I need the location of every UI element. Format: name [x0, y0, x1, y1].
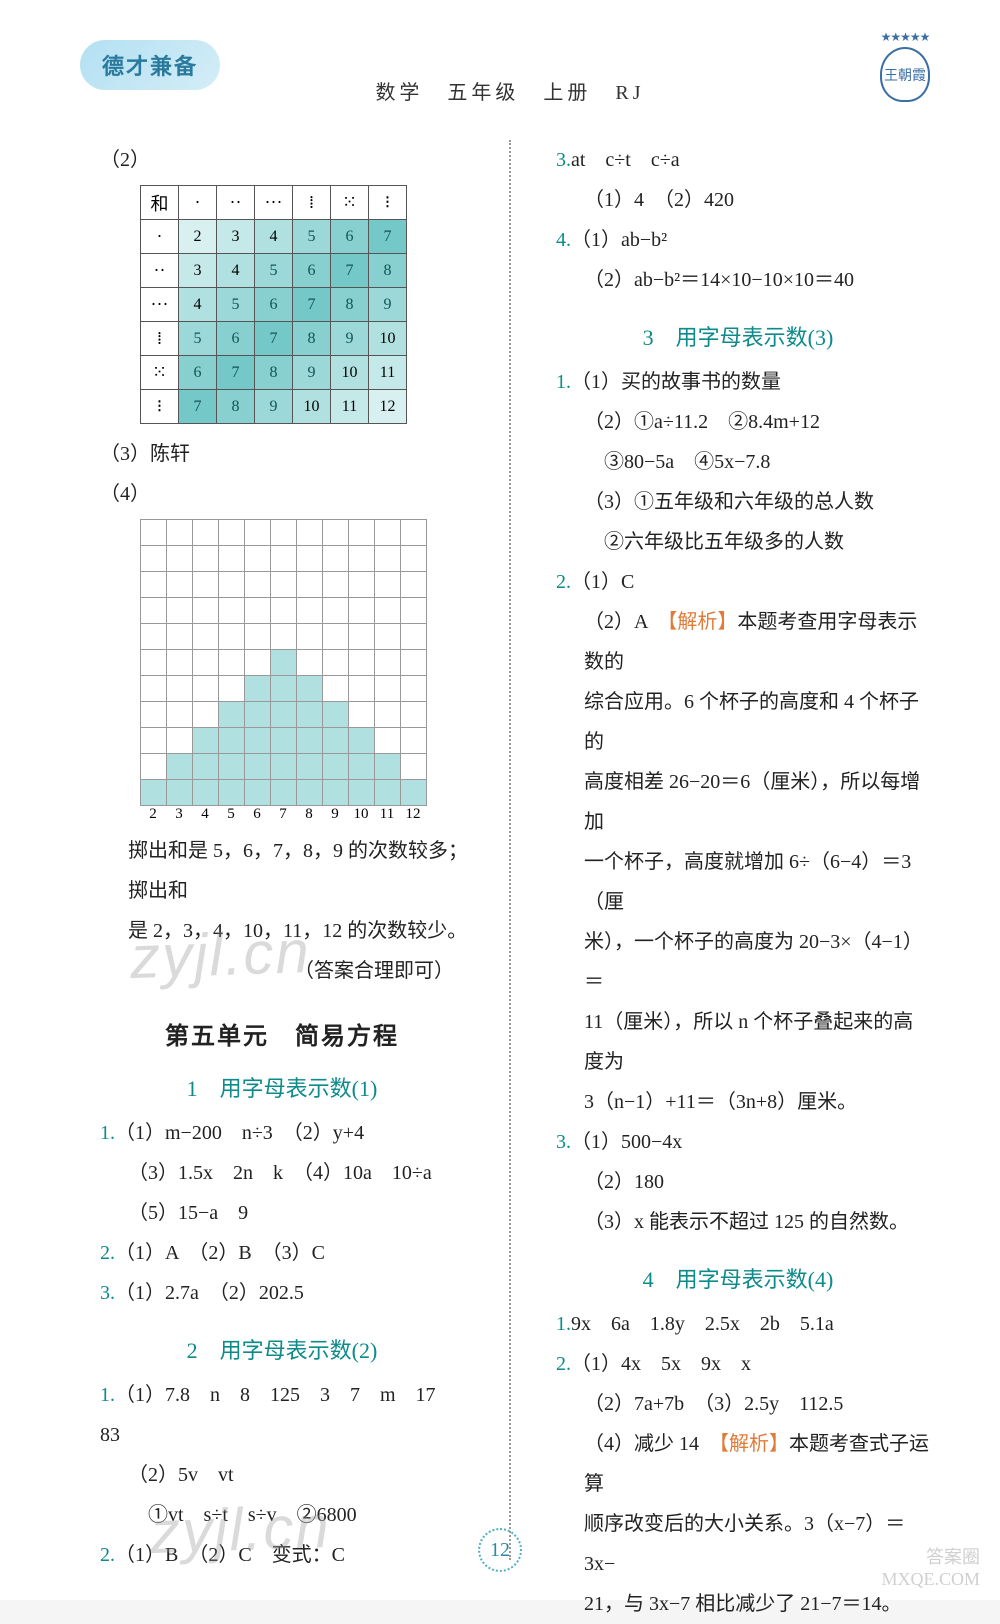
rn2b: 2.: [556, 1353, 571, 1375]
stars-icon: ★★★★★: [881, 30, 930, 45]
s1-q2-text: （1）A （2）B （3）C: [115, 1242, 325, 1264]
r26: 21，与 3x−7 相比减少了 21−7＝14。: [584, 1584, 930, 1624]
corner-l2: MXQE.COM: [881, 1568, 980, 1590]
r16: 11（厘米），所以 n 个杯子叠起来的高度为: [584, 1002, 930, 1082]
section-2-title: 2 用字母表示数(2): [90, 1333, 474, 1365]
rn4: 4.: [556, 229, 571, 251]
num-3: 3.: [100, 1282, 115, 1304]
rn1: 1.: [556, 371, 571, 393]
badge-right: ★★★★★ 王朝霞: [870, 30, 940, 110]
s1-q1-c: （5）15−a 9: [128, 1193, 474, 1233]
r17: 3（n−1）+11＝（3n+8）厘米。: [584, 1082, 930, 1122]
r21-text: 9x 6a 1.8y 2.5x 2b 5.1a: [571, 1313, 834, 1335]
histogram: 23456789101112: [140, 519, 474, 823]
column-divider: [509, 140, 511, 1560]
num-1b: 1.: [100, 1384, 115, 1406]
q2-label: （2）: [100, 140, 474, 180]
column-left: （2） 和······⁞⁙⁝·234567··345678···456789⁞5…: [90, 140, 474, 1560]
r22-text: （1）4x 5x 9x x: [571, 1353, 751, 1375]
s1-q2: 2.（1）A （2）B （3）C: [100, 1233, 474, 1273]
badge-left: 德才兼备: [80, 40, 220, 90]
s2-q1-text: （1）7.8 n 8 125 3 7 m 17 83: [100, 1384, 456, 1446]
r3-text: （1）ab−b²: [571, 229, 667, 251]
section-4-title: 4 用字母表示数(4): [546, 1262, 930, 1294]
header-title: 数学 五年级 上册 RJ: [375, 76, 644, 105]
r7: ③80−5a ④5x−7.8: [584, 442, 930, 482]
s4-q2: 2.（1）4x 5x 9x x: [556, 1344, 930, 1384]
page-number: 12: [475, 1525, 525, 1575]
corner-l1: 答案圈: [881, 1546, 980, 1568]
r5-text: （1）买的故事书的数量: [571, 371, 781, 393]
s1-q1-b: （3）1.5x 2n k （4）10a 10÷a: [128, 1153, 474, 1193]
s4-q1: 1.9x 6a 1.8y 2.5x 2b 5.1a: [556, 1304, 930, 1344]
s2-q2-text: （1）B （2）C 变式：C: [115, 1544, 345, 1566]
medal-icon: 王朝霞: [880, 47, 930, 102]
num-2: 2.: [100, 1242, 115, 1264]
r10-text: （1）C: [571, 571, 634, 593]
unit-5-title: 第五单元 简易方程: [90, 1016, 474, 1051]
page-header: 德才兼备 数学 五年级 上册 RJ ★★★★★ 王朝霞: [90, 60, 930, 120]
r15: 米），一个杯子的高度为 20−3×（4−1）＝: [584, 922, 930, 1002]
s3-q1: 1.（1）买的故事书的数量: [556, 362, 930, 402]
sum-table: 和······⁞⁙⁝·234567··345678···456789⁞56789…: [140, 185, 407, 424]
r12: 综合应用。6 个杯子的高度和 4 个杯子的: [584, 682, 930, 762]
q3-text: （3）陈轩: [100, 434, 474, 474]
r9: ②六年级比五年级多的人数: [584, 522, 930, 562]
num-1: 1.: [100, 1122, 115, 1144]
s2-q1: 1.（1）7.8 n 8 125 3 7 m 17 83: [100, 1375, 474, 1455]
s1-q1: 1.（1）m−200 n÷3 （2）y+4: [100, 1113, 474, 1153]
s3-q2: 2.（1）C: [556, 562, 930, 602]
analysis-label-2: 【解析】: [719, 1433, 789, 1455]
content-columns: （2） 和······⁞⁙⁝·234567··345678···456789⁞5…: [90, 140, 930, 1560]
s1-q3: 3.（1）2.7a （2）202.5: [100, 1273, 474, 1313]
note-reasonable: （答案合理即可）: [100, 951, 454, 991]
page-number-value: 12: [490, 1539, 510, 1562]
r23: （2）7a+7b （3）2.5y 112.5: [584, 1384, 930, 1424]
r24a: （4）减少 14: [584, 1433, 719, 1455]
rn1b: 1.: [556, 1313, 571, 1335]
r6: （2）①a÷11.2 ②8.4m+12: [584, 402, 930, 442]
s2-q1-c: ①vt s÷t s÷v ②6800: [128, 1495, 474, 1535]
rn2: 2.: [556, 571, 571, 593]
r18-text: （1）500−4x: [571, 1131, 682, 1153]
r19: （2）180: [584, 1162, 930, 1202]
s3-q3: 3.（1）500−4x: [556, 1122, 930, 1162]
s2-q2: 2.（1）B （2）C 变式：C: [100, 1535, 474, 1575]
section-3-title: 3 用字母表示数(3): [546, 320, 930, 352]
r-q3: 3.at c÷t c÷a: [556, 140, 930, 180]
r11a: （2）A: [584, 611, 667, 633]
corner-watermark: 答案圈 MXQE.COM: [881, 1546, 980, 1590]
s1-q3-text: （1）2.7a （2）202.5: [115, 1282, 304, 1304]
num-2b: 2.: [100, 1544, 115, 1566]
r14: 一个杯子，高度就增加 6÷（6−4）＝3（厘: [584, 842, 930, 922]
page: 德才兼备 数学 五年级 上册 RJ ★★★★★ 王朝霞 （2） 和······⁞…: [0, 0, 1000, 1600]
r2: （1）4 （2）420: [584, 180, 930, 220]
r13: 高度相差 26−20＝6（厘米），所以每增加: [584, 762, 930, 842]
r8: （3）①五年级和六年级的总人数: [584, 482, 930, 522]
r1-text: at c÷t c÷a: [571, 149, 680, 171]
r11: （2）A 【解析】本题考查用字母表示数的: [584, 602, 930, 682]
s2-q1-b: （2）5v vt: [128, 1455, 474, 1495]
rn3b: 3.: [556, 1131, 571, 1153]
section-1-title: 1 用字母表示数(1): [90, 1071, 474, 1103]
column-right: 3.at c÷t c÷a （1）4 （2）420 4.（1）ab−b² （2）a…: [546, 140, 930, 1560]
histo-desc-1: 掷出和是 5，6，7，8，9 的次数较多；掷出和: [128, 831, 474, 911]
analysis-label-1: 【解析】: [667, 611, 737, 633]
r4: （2）ab−b²＝14×10−10×10＝40: [584, 260, 930, 300]
q4-label: （4）: [100, 474, 474, 514]
r-q4: 4.（1）ab−b²: [556, 220, 930, 260]
rn3: 3.: [556, 149, 571, 171]
histo-desc-2: 是 2，3，4，10，11，12 的次数较少。: [128, 911, 474, 951]
r24: （4）减少 14 【解析】本题考查式子运算: [584, 1424, 930, 1504]
s1-q1-text: （1）m−200 n÷3 （2）y+4: [115, 1122, 364, 1144]
r25: 顺序改变后的大小关系。3（x−7）＝3x−: [584, 1504, 930, 1584]
r20: （3）x 能表示不超过 125 的自然数。: [584, 1202, 930, 1242]
